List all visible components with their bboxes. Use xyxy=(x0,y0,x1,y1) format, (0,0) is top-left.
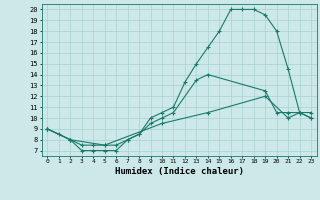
X-axis label: Humidex (Indice chaleur): Humidex (Indice chaleur) xyxy=(115,167,244,176)
